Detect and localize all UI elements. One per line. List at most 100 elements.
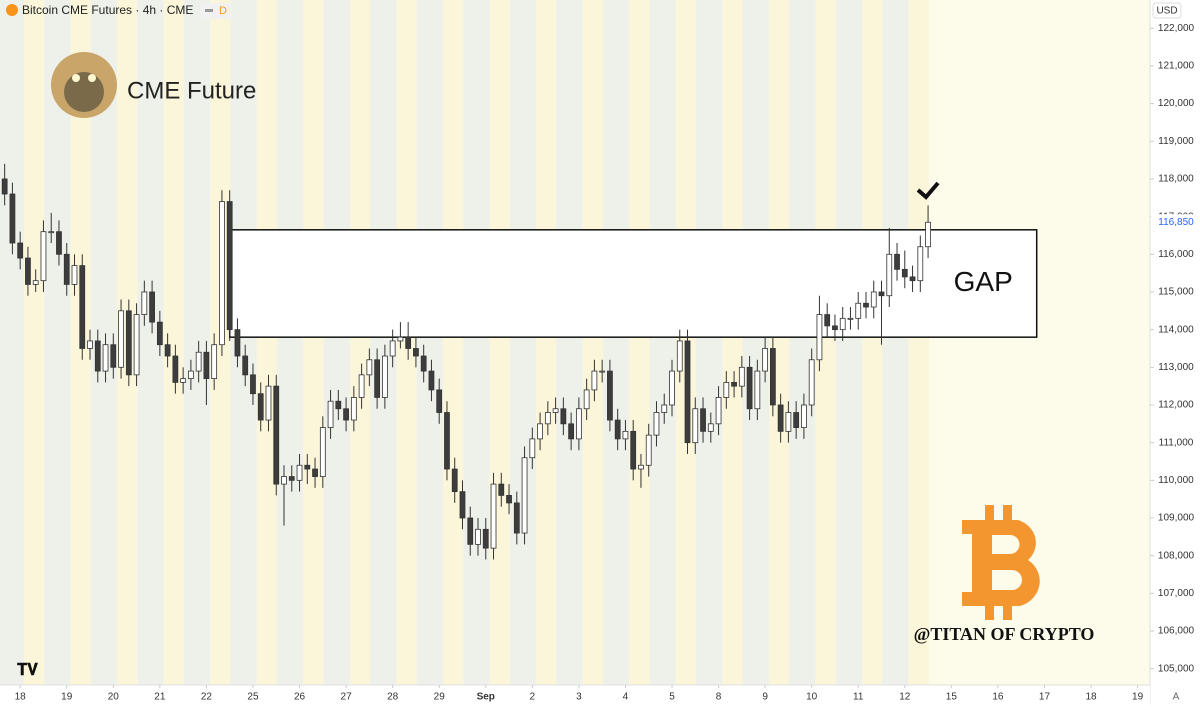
candle-body	[599, 370, 606, 373]
candle-body	[661, 404, 668, 413]
session-band	[443, 0, 464, 685]
candle-body	[467, 517, 474, 545]
candle-body	[40, 231, 47, 282]
candle-body	[234, 329, 241, 357]
checkmark	[916, 181, 940, 200]
candle-body	[405, 336, 412, 349]
session-band	[649, 0, 676, 685]
time-axis-bg	[0, 685, 1150, 705]
session-band	[509, 0, 537, 685]
candle-body	[273, 385, 280, 485]
candle-body	[863, 302, 869, 308]
auto-scale[interactable]: A	[1173, 692, 1180, 703]
candle-body	[653, 412, 660, 436]
y-tick-label: 106,000	[1158, 626, 1195, 637]
candle-body	[738, 366, 745, 387]
x-tick-label: 19	[61, 692, 73, 703]
session-band	[629, 0, 650, 685]
candle-body	[250, 374, 256, 395]
session-band	[277, 0, 304, 685]
watermark: @TITAN OF CRYPTO	[914, 624, 1095, 644]
candle-body	[707, 423, 714, 432]
candle-body	[79, 265, 86, 349]
candle-body	[762, 348, 768, 372]
candle-body	[513, 502, 520, 534]
currency[interactable]: USD	[1156, 6, 1177, 17]
candle-body	[777, 404, 784, 432]
candle-body	[374, 359, 381, 398]
brand: CME Future	[127, 77, 256, 104]
candle-body	[382, 355, 388, 398]
candle-body	[560, 408, 567, 425]
session-band	[835, 0, 863, 685]
candle-body	[172, 355, 179, 383]
session-band	[463, 0, 490, 685]
session-band	[323, 0, 350, 685]
candle-body	[769, 348, 776, 406]
candle-body	[195, 351, 202, 372]
candle-body	[350, 397, 357, 421]
symbol-icon	[6, 4, 18, 16]
candle-body	[304, 464, 311, 470]
candle-body	[444, 412, 450, 470]
candle-body	[878, 291, 885, 297]
x-tick-label: 8	[716, 692, 722, 703]
tv-logo: 𝐓𝐕	[17, 662, 38, 679]
candle-body	[684, 340, 691, 444]
candle-body	[133, 314, 140, 376]
candle-body	[428, 370, 435, 391]
avatar-face	[64, 72, 104, 112]
y-tick-label: 109,000	[1158, 513, 1195, 524]
candle-body	[319, 427, 326, 477]
candle-body	[327, 400, 334, 428]
y-tick-label: 107,000	[1158, 588, 1195, 599]
candle-body	[917, 246, 924, 282]
candle-body	[110, 344, 117, 368]
candle-body	[257, 393, 264, 421]
x-tick-label: 17	[1039, 692, 1051, 703]
candle-body	[901, 268, 908, 278]
y-tick-label: 111,000	[1159, 437, 1194, 448]
y-tick-label: 121,000	[1158, 61, 1195, 72]
currency-box[interactable]	[1152, 2, 1182, 19]
plot: GAP	[1, 163, 1038, 560]
x-tick-label: 22	[201, 692, 213, 703]
x-tick-label: 12	[899, 692, 911, 703]
candle-body	[87, 340, 93, 349]
x-tick-label: 11	[853, 692, 864, 703]
y-tick-label: 105,000	[1158, 663, 1195, 674]
candle-body	[482, 528, 489, 549]
candle-body	[343, 408, 349, 421]
candle-body	[715, 397, 722, 425]
candle-body	[312, 468, 318, 477]
axes: 105,000 106,000 107,000 108,000 109,000 110,0…	[15, 23, 1200, 703]
candle-body	[180, 378, 187, 383]
avatar-eye	[88, 74, 96, 82]
session-band	[489, 0, 510, 685]
session-band	[696, 0, 723, 685]
last-price-box	[1151, 214, 1200, 231]
candle-body	[816, 314, 823, 361]
candle-body	[521, 457, 528, 534]
y-tick-label: 108,000	[1158, 550, 1195, 561]
session-band	[582, 0, 603, 685]
session-band	[602, 0, 630, 685]
candle-body	[630, 430, 637, 470]
candle-body	[591, 370, 598, 391]
y-tick-label: 110,000	[1158, 475, 1194, 486]
x-tick-label: 18	[1085, 692, 1097, 703]
y-tick-label: 116,000	[1158, 249, 1194, 260]
x-tick-label: 16	[992, 692, 1004, 703]
candle-body	[188, 370, 194, 380]
x-tick-label: 9	[762, 692, 768, 703]
session-band	[742, 0, 769, 685]
x-tick-label: 10	[806, 692, 818, 703]
candle-body	[242, 355, 249, 376]
session-band	[536, 0, 557, 685]
candle-body	[498, 483, 505, 496]
candle-body	[296, 464, 303, 481]
candle-body	[56, 231, 62, 255]
candle-body	[156, 321, 163, 346]
candle-body	[855, 302, 862, 319]
